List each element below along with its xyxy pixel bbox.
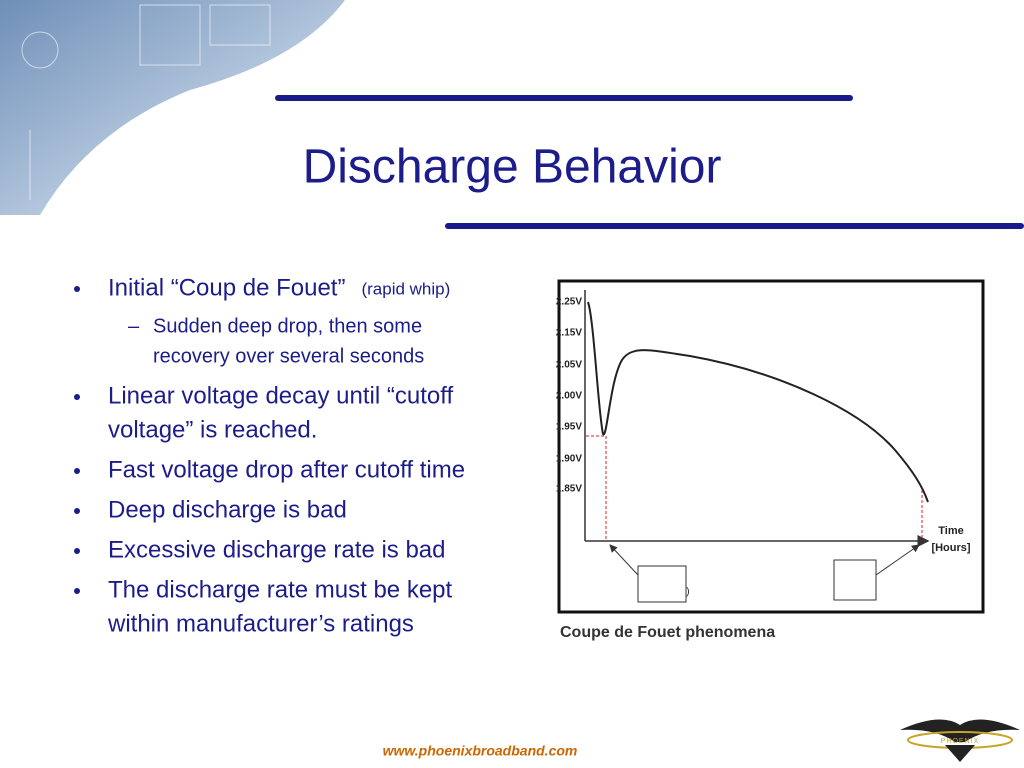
bullet-text: Fast voltage drop after cutoff time [108, 456, 465, 483]
bullet [74, 508, 80, 514]
logo-text: PHOENIX [941, 738, 980, 745]
y-tick-label: 2.15V [556, 328, 582, 339]
sub-text: Sudden deep drop, then some [153, 315, 422, 337]
bullet-text: Excessive discharge rate is bad [108, 536, 446, 563]
y-tick-label: 2.05V [556, 360, 582, 371]
callout-box [833, 559, 877, 601]
voltage-curve [587, 301, 929, 503]
slide-title: Discharge Behavior [303, 141, 722, 194]
y-tick-label: 2.00V [556, 391, 582, 402]
y-tick-label: 2.25V [556, 297, 582, 308]
bullet [74, 286, 80, 292]
bullet-text: Initial “Coup de Fouet” [108, 274, 345, 301]
collage-detail [21, 4, 271, 200]
y-tick-label: 1.95V [556, 422, 582, 433]
logo: PHOENIX [900, 719, 1020, 762]
bullet-text: within manufacturer’s ratings [107, 610, 414, 637]
callout-arrow [609, 544, 639, 576]
bullet-text: voltage” is reached. [108, 416, 317, 443]
y-tick-label: 1.90V [556, 454, 582, 465]
bullet-text: Deep discharge is bad [108, 496, 347, 523]
callout-box [637, 565, 687, 603]
guides [586, 435, 923, 540]
x-axis-label: [Hours] [931, 542, 970, 554]
header-collage [0, 0, 345, 215]
bullet-text: The discharge rate must be kept [108, 576, 453, 603]
bullet-list: Initial “Coup de Fouet” (rapid whip) – Sudd… [74, 274, 465, 637]
rule-top [275, 95, 853, 101]
x-axis-label: Time [938, 525, 963, 537]
footer-url: www.phoenixbroadband.com [383, 743, 578, 759]
bullet [74, 548, 80, 554]
figure-frame [557, 279, 985, 614]
bullet [74, 394, 80, 400]
bullet-note: (rapid whip) [361, 279, 450, 298]
figure-caption: Coupe de Fouet phenomena [560, 624, 775, 641]
y-tick-label: 1.85V [556, 484, 582, 495]
callout-arrow [875, 544, 920, 576]
sub-dash: – [128, 315, 140, 337]
bullet [74, 588, 80, 594]
bullet [74, 468, 80, 474]
sub-text: recovery over several seconds [153, 345, 424, 367]
rule-bottom [445, 223, 1024, 229]
bullet-text: Linear voltage decay until “cutoff [108, 382, 453, 409]
